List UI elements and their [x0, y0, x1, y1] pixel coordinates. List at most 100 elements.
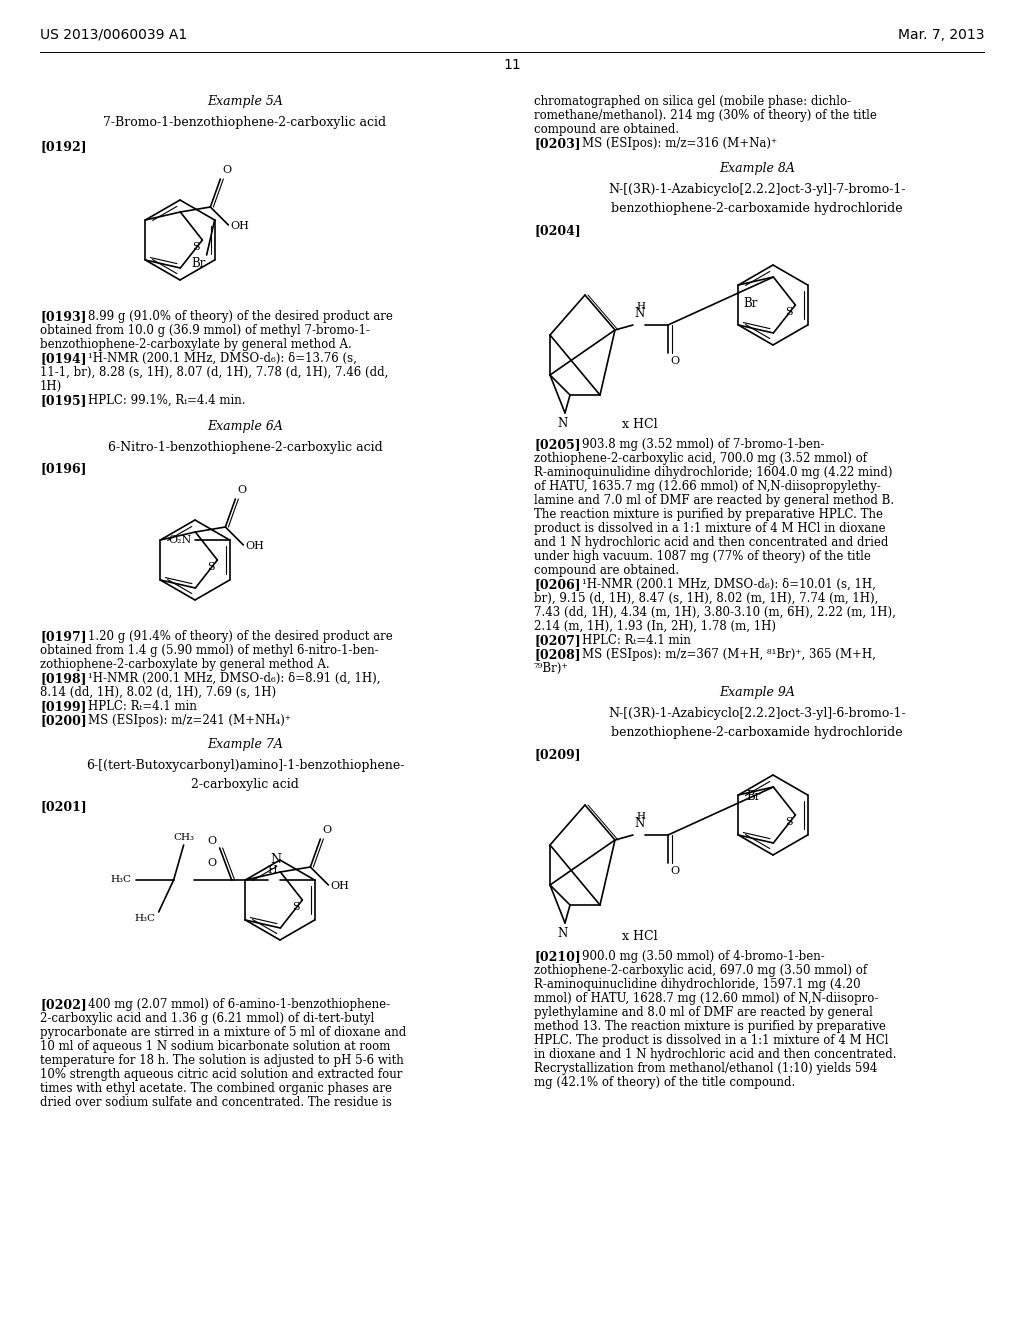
Text: US 2013/0060039 A1: US 2013/0060039 A1	[40, 28, 187, 42]
Text: OH: OH	[246, 541, 264, 550]
Text: 6-[(tert-Butoxycarbonyl)amino]-1-benzothiophene-: 6-[(tert-Butoxycarbonyl)amino]-1-benzoth…	[86, 759, 404, 772]
Text: [0202]: [0202]	[40, 998, 87, 1011]
Text: Example 6A: Example 6A	[207, 420, 283, 433]
Text: 2-carboxylic acid: 2-carboxylic acid	[191, 777, 299, 791]
Text: [0201]: [0201]	[40, 800, 87, 813]
Text: benzothiophene-2-carboxamide hydrochloride: benzothiophene-2-carboxamide hydrochlori…	[611, 726, 903, 739]
Text: benzothiophene-2-carboxamide hydrochloride: benzothiophene-2-carboxamide hydrochlori…	[611, 202, 903, 215]
Text: Example 5A: Example 5A	[207, 95, 283, 108]
Text: 10 ml of aqueous 1 N sodium bicarbonate solution at room: 10 ml of aqueous 1 N sodium bicarbonate …	[40, 1040, 390, 1053]
Text: O₂N: O₂N	[168, 535, 191, 545]
Text: Recrystallization from methanol/ethanol (1:10) yields 594: Recrystallization from methanol/ethanol …	[534, 1063, 878, 1074]
Text: mg (42.1% of theory) of the title compound.: mg (42.1% of theory) of the title compou…	[534, 1076, 796, 1089]
Text: obtained from 10.0 g (36.9 mmol) of methyl 7-bromo-1-: obtained from 10.0 g (36.9 mmol) of meth…	[40, 323, 370, 337]
Text: S: S	[785, 308, 794, 317]
Text: 7-Bromo-1-benzothiophene-2-carboxylic acid: 7-Bromo-1-benzothiophene-2-carboxylic ac…	[103, 116, 387, 129]
Text: compound are obtained.: compound are obtained.	[534, 123, 679, 136]
Text: [0205]: [0205]	[534, 438, 581, 451]
Text: N: N	[558, 417, 568, 430]
Text: S: S	[293, 902, 300, 912]
Text: O: O	[670, 356, 679, 366]
Text: HPLC: 99.1%, Rₜ=4.4 min.: HPLC: 99.1%, Rₜ=4.4 min.	[88, 393, 246, 407]
Text: romethane/methanol). 214 mg (30% of theory) of the title: romethane/methanol). 214 mg (30% of theo…	[534, 110, 877, 121]
Text: [0200]: [0200]	[40, 714, 87, 727]
Text: of HATU, 1635.7 mg (12.66 mmol) of N,N-diisopropylethy-: of HATU, 1635.7 mg (12.66 mmol) of N,N-d…	[534, 480, 881, 492]
Text: [0193]: [0193]	[40, 310, 86, 323]
Text: HPLC: Rₜ=4.1 min: HPLC: Rₜ=4.1 min	[582, 634, 691, 647]
Text: [0208]: [0208]	[534, 648, 581, 661]
Text: and 1 N hydrochloric acid and then concentrated and dried: and 1 N hydrochloric acid and then conce…	[534, 536, 889, 549]
Text: 400 mg (2.07 mmol) of 6-amino-1-benzothiophene-: 400 mg (2.07 mmol) of 6-amino-1-benzothi…	[88, 998, 390, 1011]
Text: [0210]: [0210]	[534, 950, 581, 964]
Text: R-aminoquinuclidine dihydrochloride, 1597.1 mg (4.20: R-aminoquinuclidine dihydrochloride, 159…	[534, 978, 860, 991]
Text: 6-Nitro-1-benzothiophene-2-carboxylic acid: 6-Nitro-1-benzothiophene-2-carboxylic ac…	[108, 441, 382, 454]
Text: ¹H-NMR (200.1 MHz, DMSO-d₆): δ=10.01 (s, 1H,: ¹H-NMR (200.1 MHz, DMSO-d₆): δ=10.01 (s,…	[582, 578, 876, 591]
Text: MS (ESIpos): m/z=367 (M+H, ⁸¹Br)⁺, 365 (M+H,: MS (ESIpos): m/z=367 (M+H, ⁸¹Br)⁺, 365 (…	[582, 648, 876, 661]
Text: 7.43 (dd, 1H), 4.34 (m, 1H), 3.80-3.10 (m, 6H), 2.22 (m, 1H),: 7.43 (dd, 1H), 4.34 (m, 1H), 3.80-3.10 (…	[534, 606, 896, 619]
Text: benzothiophene-2-carboxylate by general method A.: benzothiophene-2-carboxylate by general …	[40, 338, 352, 351]
Text: lamine and 7.0 ml of DMF are reacted by general method B.: lamine and 7.0 ml of DMF are reacted by …	[534, 494, 894, 507]
Text: N: N	[558, 927, 568, 940]
Text: chromatographed on silica gel (mobile phase: dichlo-: chromatographed on silica gel (mobile ph…	[534, 95, 851, 108]
Text: ¹H-NMR (200.1 MHz, DMSO-d₆): δ=13.76 (s,: ¹H-NMR (200.1 MHz, DMSO-d₆): δ=13.76 (s,	[88, 352, 357, 366]
Text: HPLC. The product is dissolved in a 1:1 mixture of 4 M HCl: HPLC. The product is dissolved in a 1:1 …	[534, 1034, 889, 1047]
Text: times with ethyl acetate. The combined organic phases are: times with ethyl acetate. The combined o…	[40, 1082, 392, 1096]
Text: CH₃: CH₃	[173, 833, 195, 842]
Text: Br: Br	[746, 789, 761, 803]
Text: 8.14 (dd, 1H), 8.02 (d, 1H), 7.69 (s, 1H): 8.14 (dd, 1H), 8.02 (d, 1H), 7.69 (s, 1H…	[40, 686, 276, 700]
Text: The reaction mixture is purified by preparative HPLC. The: The reaction mixture is purified by prep…	[534, 508, 883, 521]
Text: mmol) of HATU, 1628.7 mg (12.60 mmol) of N,N-diisopro-: mmol) of HATU, 1628.7 mg (12.60 mmol) of…	[534, 993, 879, 1005]
Text: S: S	[208, 562, 215, 572]
Text: [0196]: [0196]	[40, 462, 86, 475]
Text: pylethylamine and 8.0 ml of DMF are reacted by general: pylethylamine and 8.0 ml of DMF are reac…	[534, 1006, 872, 1019]
Text: [0204]: [0204]	[534, 224, 581, 238]
Text: 10% strength aqueous citric acid solution and extracted four: 10% strength aqueous citric acid solutio…	[40, 1068, 402, 1081]
Text: N: N	[634, 308, 644, 319]
Text: pyrocarbonate are stirred in a mixture of 5 ml of dioxane and: pyrocarbonate are stirred in a mixture o…	[40, 1026, 407, 1039]
Text: in dioxane and 1 N hydrochloric acid and then concentrated.: in dioxane and 1 N hydrochloric acid and…	[534, 1048, 896, 1061]
Text: zothiophene-2-carboxylate by general method A.: zothiophene-2-carboxylate by general met…	[40, 657, 330, 671]
Text: 2.14 (m, 1H), 1.93 (In, 2H), 1.78 (m, 1H): 2.14 (m, 1H), 1.93 (In, 2H), 1.78 (m, 1H…	[534, 620, 776, 634]
Text: OH: OH	[331, 880, 349, 891]
Text: MS (ESIpos): m/z=241 (M+NH₄)⁺: MS (ESIpos): m/z=241 (M+NH₄)⁺	[88, 714, 291, 727]
Text: H₃C: H₃C	[134, 913, 156, 923]
Text: 2-carboxylic acid and 1.36 g (6.21 mmol) of di-tert-butyl: 2-carboxylic acid and 1.36 g (6.21 mmol)…	[40, 1012, 374, 1026]
Text: 900.0 mg (3.50 mmol) of 4-bromo-1-ben-: 900.0 mg (3.50 mmol) of 4-bromo-1-ben-	[582, 950, 824, 964]
Text: H: H	[636, 812, 645, 821]
Text: method 13. The reaction mixture is purified by preparative: method 13. The reaction mixture is purif…	[534, 1020, 886, 1034]
Text: O: O	[207, 858, 216, 869]
Text: [0199]: [0199]	[40, 700, 86, 713]
Text: 8.99 g (91.0% of theory) of the desired product are: 8.99 g (91.0% of theory) of the desired …	[88, 310, 393, 323]
Text: obtained from 1.4 g (5.90 mmol) of methyl 6-nitro-1-ben-: obtained from 1.4 g (5.90 mmol) of methy…	[40, 644, 379, 657]
Text: zothiophene-2-carboxylic acid, 697.0 mg (3.50 mmol) of: zothiophene-2-carboxylic acid, 697.0 mg …	[534, 964, 867, 977]
Text: 903.8 mg (3.52 mmol) of 7-bromo-1-ben-: 903.8 mg (3.52 mmol) of 7-bromo-1-ben-	[582, 438, 824, 451]
Text: O: O	[323, 825, 332, 836]
Text: S: S	[785, 817, 794, 828]
Text: O: O	[670, 866, 679, 876]
Text: Br: Br	[191, 257, 206, 271]
Text: Example 8A: Example 8A	[719, 162, 795, 176]
Text: H: H	[636, 302, 645, 312]
Text: br), 9.15 (d, 1H), 8.47 (s, 1H), 8.02 (m, 1H), 7.74 (m, 1H),: br), 9.15 (d, 1H), 8.47 (s, 1H), 8.02 (m…	[534, 591, 879, 605]
Text: N: N	[634, 817, 644, 830]
Text: x HCl: x HCl	[623, 418, 657, 432]
Text: [0197]: [0197]	[40, 630, 87, 643]
Text: under high vacuum. 1087 mg (77% of theory) of the title: under high vacuum. 1087 mg (77% of theor…	[534, 550, 870, 564]
Text: 1.20 g (91.4% of theory) of the desired product are: 1.20 g (91.4% of theory) of the desired …	[88, 630, 393, 643]
Text: [0195]: [0195]	[40, 393, 86, 407]
Text: zothiophene-2-carboxylic acid, 700.0 mg (3.52 mmol) of: zothiophene-2-carboxylic acid, 700.0 mg …	[534, 451, 867, 465]
Text: [0206]: [0206]	[534, 578, 581, 591]
Text: H: H	[268, 865, 278, 875]
Text: x HCl: x HCl	[623, 931, 657, 942]
Text: [0203]: [0203]	[534, 137, 581, 150]
Text: Mar. 7, 2013: Mar. 7, 2013	[897, 28, 984, 42]
Text: ¹H-NMR (200.1 MHz, DMSO-d₆): δ=8.91 (d, 1H),: ¹H-NMR (200.1 MHz, DMSO-d₆): δ=8.91 (d, …	[88, 672, 381, 685]
Text: H₃C: H₃C	[111, 875, 132, 884]
Text: [0209]: [0209]	[534, 748, 581, 762]
Text: 1H): 1H)	[40, 380, 62, 393]
Text: MS (ESIpos): m/z=316 (M+Na)⁺: MS (ESIpos): m/z=316 (M+Na)⁺	[582, 137, 777, 150]
Text: OH: OH	[230, 220, 249, 231]
Text: Example 7A: Example 7A	[207, 738, 283, 751]
Text: 11: 11	[503, 58, 521, 73]
Text: S: S	[193, 242, 200, 252]
